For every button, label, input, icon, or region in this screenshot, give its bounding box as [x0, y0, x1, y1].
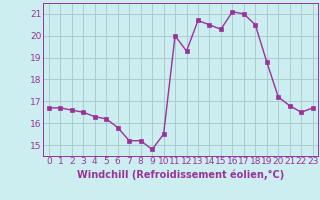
X-axis label: Windchill (Refroidissement éolien,°C): Windchill (Refroidissement éolien,°C): [77, 169, 284, 180]
